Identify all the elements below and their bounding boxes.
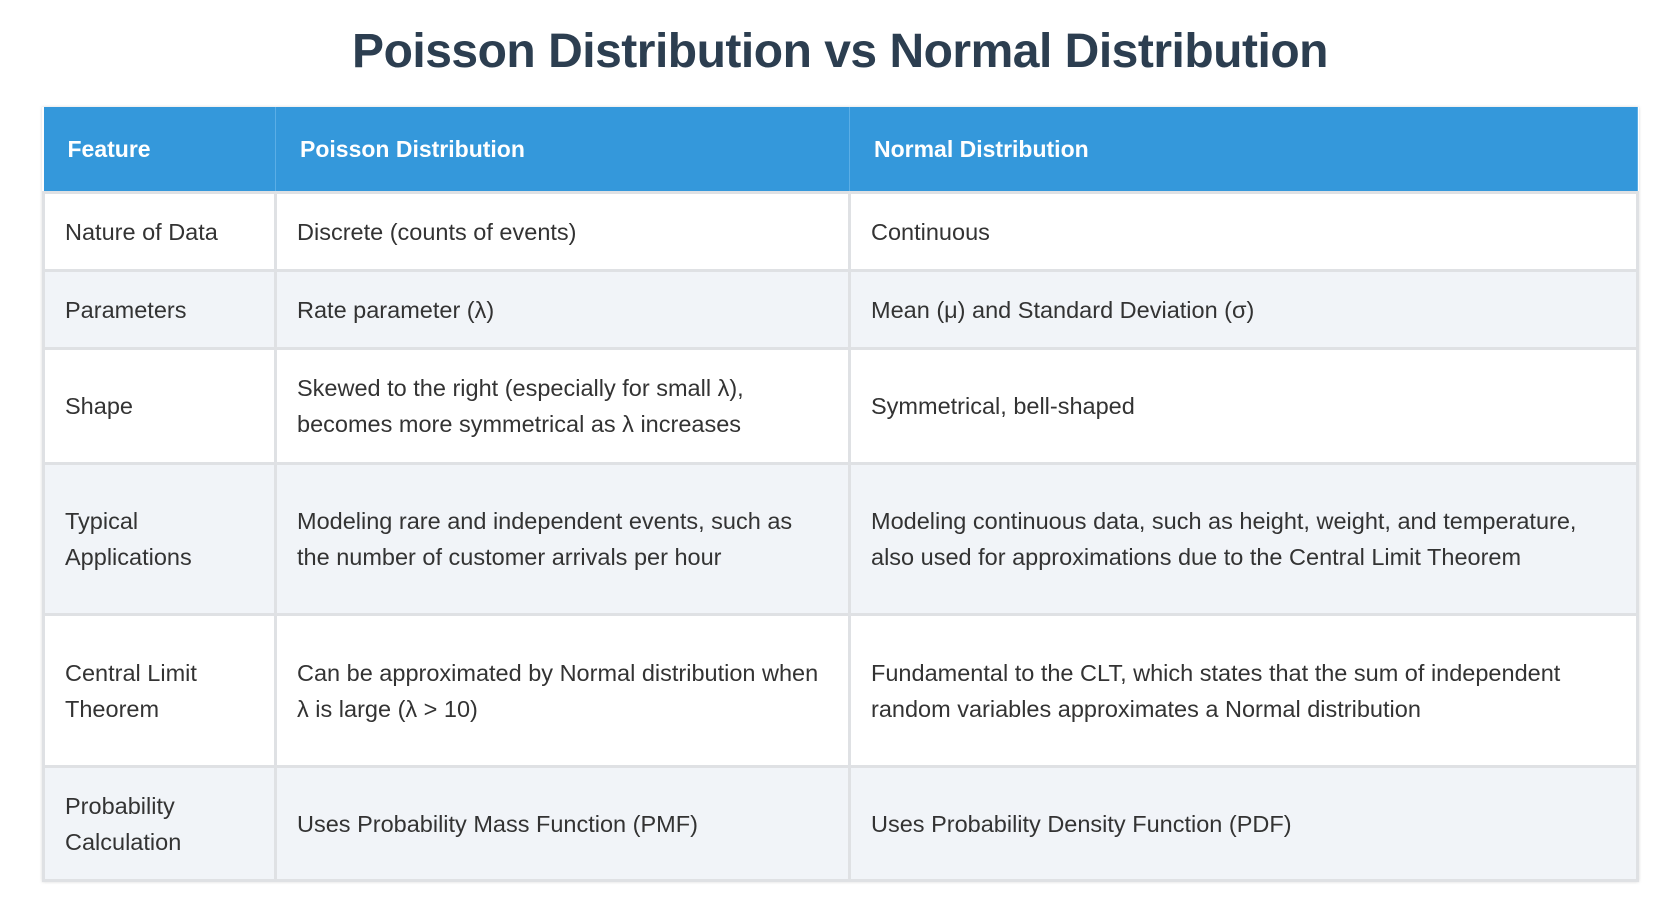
poisson-cell: Skewed to the right (especially for smal… (274, 347, 851, 465)
feature-cell: Shape (42, 347, 277, 465)
normal-cell: Mean (μ) and Standard Deviation (σ) (848, 269, 1639, 350)
normal-cell: Uses Probability Density Function (PDF) (848, 765, 1639, 882)
table-row: Central Limit Theorem Can be approximate… (42, 613, 1639, 768)
header-normal: Normal Distribution (849, 107, 1638, 193)
feature-cell: Central Limit Theorem (42, 613, 277, 768)
table-row: Typical Applications Modeling rare and i… (42, 462, 1639, 616)
poisson-cell: Can be approximated by Normal distributi… (274, 613, 851, 768)
normal-cell: Modeling continuous data, such as height… (848, 462, 1639, 616)
feature-cell: Nature of Data (42, 191, 277, 272)
table-row: Shape Skewed to the right (especially fo… (42, 347, 1639, 465)
feature-cell: Parameters (42, 269, 277, 350)
header-feature: Feature (43, 107, 276, 193)
poisson-cell: Discrete (counts of events) (274, 191, 851, 272)
poisson-cell: Uses Probability Mass Function (PMF) (274, 765, 851, 882)
header-row: Feature Poisson Distribution Normal Dist… (43, 107, 1638, 193)
poisson-cell: Rate parameter (λ) (274, 269, 851, 350)
comparison-table: Feature Poisson Distribution Normal Dist… (42, 107, 1639, 882)
feature-cell: Probability Calculation (42, 765, 277, 882)
normal-cell: Continuous (848, 191, 1639, 272)
table-row: Probability Calculation Uses Probability… (42, 765, 1639, 882)
feature-cell: Typical Applications (42, 462, 277, 616)
header-poisson: Poisson Distribution (275, 107, 850, 193)
table-row: Nature of Data Discrete (counts of event… (42, 191, 1639, 272)
page-title: Poisson Distribution vs Normal Distribut… (352, 25, 1328, 78)
table-row: Parameters Rate parameter (λ) Mean (μ) a… (42, 269, 1639, 350)
normal-cell: Symmetrical, bell-shaped (848, 347, 1639, 465)
normal-cell: Fundamental to the CLT, which states tha… (848, 613, 1639, 768)
poisson-cell: Modeling rare and independent events, su… (274, 462, 851, 616)
